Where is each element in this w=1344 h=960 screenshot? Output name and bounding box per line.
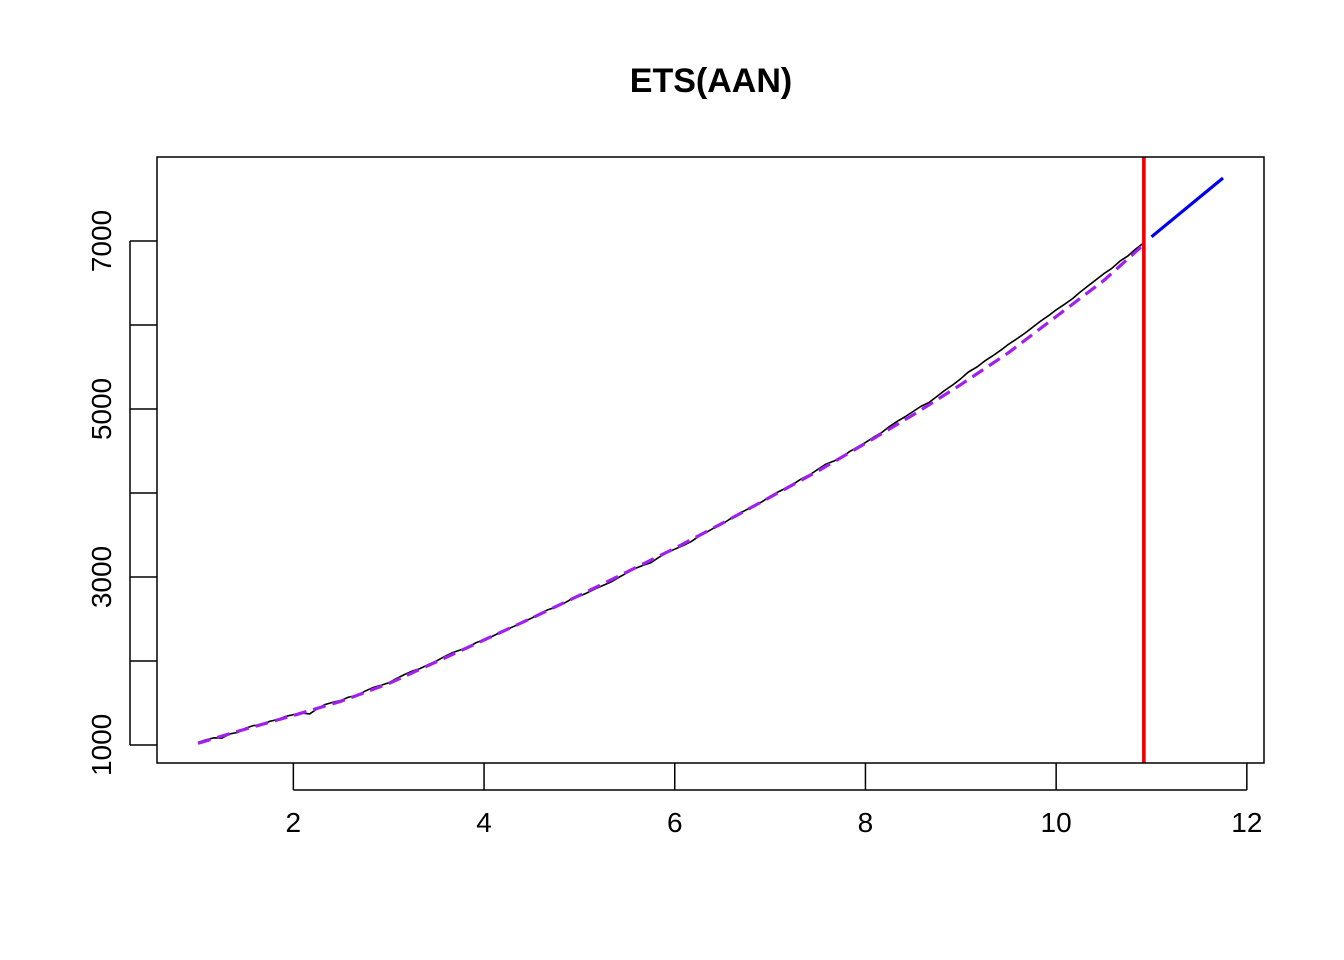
x-tick-label: 10 xyxy=(1041,807,1072,838)
fitted-series-line xyxy=(197,243,1145,745)
plot-frame xyxy=(156,156,1265,764)
y-tick-label: 7000 xyxy=(86,210,117,272)
x-tick-label: 6 xyxy=(667,807,683,838)
chart-title: ETS(AAN) xyxy=(630,62,792,100)
y-tick-label: 5000 xyxy=(86,378,117,440)
y-axis: 1000 3000 5000 7000 xyxy=(86,210,157,776)
x-tick-label: 8 xyxy=(858,807,874,838)
x-tick-label: 2 xyxy=(286,807,302,838)
plot-area xyxy=(197,157,1225,763)
y-tick-label: 1000 xyxy=(86,714,117,776)
x-tick-label: 4 xyxy=(476,807,492,838)
y-tick-label: 3000 xyxy=(86,546,117,608)
forecast-series-line xyxy=(1150,176,1225,239)
actuals-series-line xyxy=(197,242,1145,744)
x-axis: 2 4 6 8 10 12 xyxy=(286,763,1262,838)
x-tick-label: 12 xyxy=(1231,807,1262,838)
